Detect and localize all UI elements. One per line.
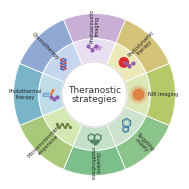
Wedge shape bbox=[107, 107, 146, 146]
Text: Covalent
modifications: Covalent modifications bbox=[89, 147, 100, 180]
Text: NIR imaging: NIR imaging bbox=[148, 92, 178, 97]
Wedge shape bbox=[64, 13, 125, 43]
Wedge shape bbox=[13, 64, 43, 125]
Wedge shape bbox=[39, 73, 65, 116]
Wedge shape bbox=[124, 73, 150, 116]
Text: Photodynamic
therapy: Photodynamic therapy bbox=[127, 30, 159, 62]
Wedge shape bbox=[73, 124, 116, 150]
Wedge shape bbox=[107, 43, 146, 82]
Wedge shape bbox=[116, 116, 169, 169]
Wedge shape bbox=[64, 146, 125, 176]
Circle shape bbox=[132, 88, 146, 101]
Wedge shape bbox=[116, 20, 169, 73]
Wedge shape bbox=[20, 20, 73, 73]
Polygon shape bbox=[119, 57, 129, 68]
Text: Theranostic: Theranostic bbox=[68, 86, 121, 95]
Circle shape bbox=[130, 86, 147, 103]
Polygon shape bbox=[51, 89, 53, 93]
Text: Targeting
moiety: Targeting moiety bbox=[131, 131, 155, 155]
Text: Photothermal
therapy: Photothermal therapy bbox=[9, 89, 42, 100]
Circle shape bbox=[134, 90, 144, 99]
Wedge shape bbox=[73, 39, 116, 65]
Circle shape bbox=[62, 62, 127, 127]
Wedge shape bbox=[43, 43, 82, 82]
Wedge shape bbox=[43, 107, 82, 146]
Text: strategies: strategies bbox=[72, 95, 117, 104]
Text: Photoacoustic
Imaging: Photoacoustic Imaging bbox=[89, 9, 100, 43]
Wedge shape bbox=[20, 116, 73, 169]
Text: Microenvironment
responsive: Microenvironment responsive bbox=[26, 124, 65, 163]
Polygon shape bbox=[51, 89, 54, 95]
Text: Chemotherapy: Chemotherapy bbox=[31, 31, 60, 60]
Wedge shape bbox=[146, 64, 176, 125]
